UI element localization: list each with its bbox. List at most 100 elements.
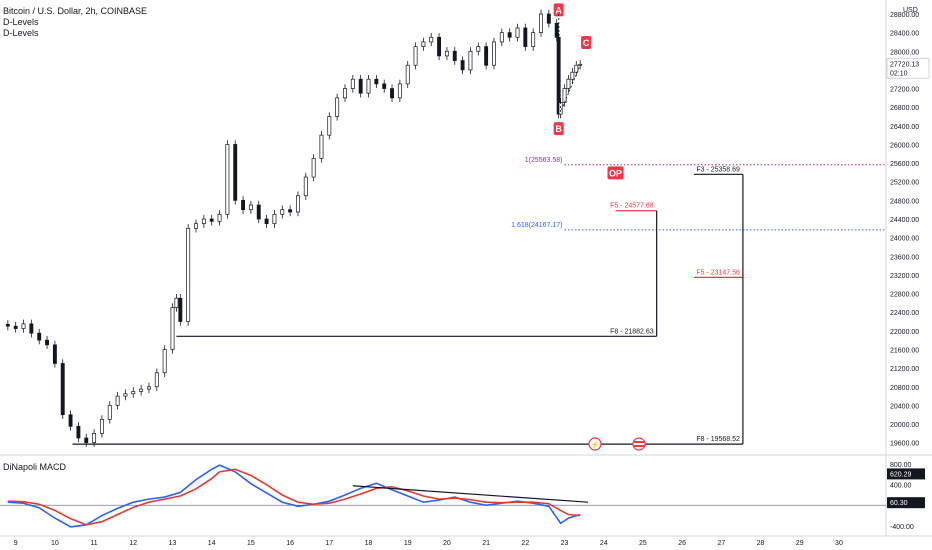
time-tick-14: 23 (561, 540, 569, 547)
price-tick-20: 20800.00 (890, 385, 919, 392)
macd-panel[interactable]: 800.00 400.00 -400.00 620.29 60.30 (0, 462, 925, 531)
candle-body (499, 32, 504, 43)
candle-body (531, 32, 536, 47)
time-tick-16: 25 (639, 540, 647, 547)
price-tick-6: 26400.00 (890, 124, 919, 131)
price-tick-5: 26800.00 (890, 105, 919, 112)
candlestick-series[interactable] (5, 9, 583, 447)
wave-label-bg-3 (607, 166, 624, 180)
candle-body (256, 204, 261, 220)
abc-path (558, 13, 581, 112)
time-tick-8: 17 (325, 540, 333, 547)
time-tick-7: 16 (286, 540, 294, 547)
wave-label-OP: OP (609, 168, 622, 178)
candle-body (343, 88, 347, 99)
candle-body (288, 209, 293, 213)
candle-body (546, 13, 551, 24)
macd-title[interactable]: DiNapoli MACD (3, 462, 67, 472)
time-axis[interactable]: 9 10 11 12 13 14 15 16 17 18 19 20 21 22 23 24 25 26 27 28 2… (0, 535, 932, 547)
candle-body (311, 158, 316, 178)
candle-body (429, 36, 434, 43)
time-tick-20: 29 (796, 540, 804, 547)
candle-body (492, 41, 496, 66)
price-tick-13: 23600.00 (890, 254, 919, 261)
candle-body (272, 214, 277, 225)
candle-body (92, 433, 97, 444)
dinapoli-levels[interactable]: 1(25563.58) 1.618(24167.17) F3 - 25358.69 F… (72, 157, 886, 445)
price-tick-21: 20400.00 (890, 403, 919, 410)
candle-body (178, 297, 183, 322)
candle-body (29, 323, 34, 334)
candle-body (99, 419, 104, 434)
candle-body (327, 116, 332, 136)
price-tick-16: 22400.00 (890, 310, 919, 317)
indicator-dlevels-2[interactable]: D-Levels (3, 28, 39, 38)
candle-body (233, 144, 238, 201)
candle-body (382, 83, 387, 89)
candle-body (107, 405, 112, 420)
candle-body (241, 200, 246, 211)
price-tick-4: 27200.00 (890, 87, 919, 94)
candle-body (539, 13, 543, 33)
candle-body (174, 297, 179, 308)
candle-body (452, 50, 457, 61)
candle-body (303, 176, 308, 197)
level-label-3: F5 - 24577.68 (610, 203, 654, 210)
candle-body (507, 32, 512, 38)
candle-body (170, 307, 175, 350)
price-tick-23: 19600.00 (890, 441, 919, 448)
candle-body (186, 227, 191, 322)
time-tick-21: 30 (835, 540, 843, 547)
price-tick-7: 26000.00 (890, 142, 919, 149)
price-tick-10: 24800.00 (890, 198, 919, 205)
wave-label-A: A (555, 5, 562, 15)
candle-body (554, 22, 559, 38)
candle-body (139, 388, 144, 392)
macd-tick-0: 800.00 (890, 462, 912, 469)
candle-body (115, 395, 120, 406)
candle-body (131, 391, 136, 395)
candle-body (562, 88, 567, 103)
candle-body (280, 209, 285, 215)
candle-body (437, 36, 442, 57)
wave-label-C: C (583, 38, 590, 48)
candle-body (45, 339, 49, 346)
lightning-icon: ⚡ (591, 440, 600, 449)
macd-value-2: 60.30 (890, 500, 908, 507)
time-tick-4: 13 (169, 540, 177, 547)
candle-body (37, 332, 42, 341)
candle-body (566, 78, 571, 89)
time-tick-3: 12 (129, 540, 137, 547)
candle-body (201, 218, 206, 225)
candle-body (264, 218, 269, 225)
price-tick-8: 25600.00 (890, 161, 919, 168)
candle-body (476, 46, 481, 52)
flag-stripe (634, 441, 644, 443)
macd-series-1 (7, 468, 581, 526)
candle-body (444, 50, 449, 57)
current-price-badge (886, 57, 930, 79)
event-icons[interactable]: ⚡ (588, 437, 646, 451)
candle-body (162, 349, 167, 374)
candle-body (225, 144, 230, 215)
symbol-title[interactable]: Bitcoin / U.S. Dollar, 2h, COINBASE (3, 6, 148, 16)
candle-body (515, 27, 520, 38)
time-tick-19: 28 (757, 540, 765, 547)
candle-body (194, 223, 198, 229)
candle-body (13, 325, 18, 329)
candle-body (68, 414, 73, 427)
candle-body (5, 323, 10, 327)
candle-body (84, 437, 89, 444)
us-flag-icon (632, 437, 646, 451)
macd-tick-1: 400.00 (890, 483, 912, 490)
candle-body (570, 71, 575, 80)
indicator-dlevels-1[interactable]: D-Levels (3, 17, 39, 27)
candle-body (350, 78, 355, 89)
candle-body (405, 64, 410, 85)
candle-body (123, 393, 128, 397)
level-label-1: 1.618(24167.17) (511, 222, 562, 229)
time-tick-17: 26 (678, 540, 686, 547)
price-axis[interactable]: USD28800.0028400.0028000.0027600.0027200… (886, 7, 930, 448)
time-tick-13: 22 (521, 540, 529, 547)
